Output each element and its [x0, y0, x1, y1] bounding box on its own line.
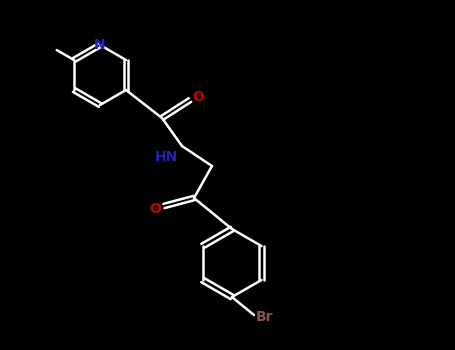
Text: O: O [192, 90, 204, 104]
Text: O: O [149, 202, 161, 216]
Text: HN: HN [155, 150, 178, 164]
Text: N: N [94, 38, 106, 52]
Text: Br: Br [256, 310, 273, 324]
